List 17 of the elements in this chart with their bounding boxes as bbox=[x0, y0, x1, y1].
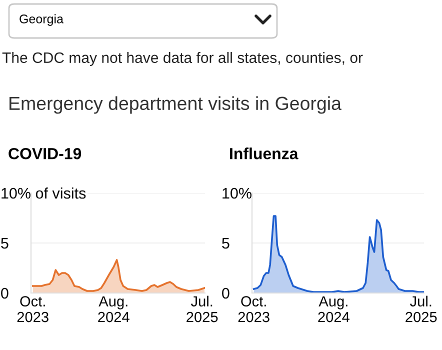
text: Emergency department visits in Georgia bbox=[10, 96, 342, 114]
y-tick-label: 10% of visits bbox=[2, 187, 86, 199]
y-tick-label: 5 bbox=[222, 238, 230, 249]
x-tick-label: Aug. 2024 bbox=[318, 296, 350, 322]
chart-title: COVID-19 bbox=[8, 148, 82, 160]
y-tick-label: 0 bbox=[222, 288, 230, 299]
x-tick-label: Oct. 2023 bbox=[238, 296, 270, 322]
x-tick-label: Jul. 2025 bbox=[406, 296, 437, 322]
x-tick-label: Jul. 2025 bbox=[186, 296, 218, 322]
text: The CDC may not have data for all states, counties, or bbox=[2, 52, 363, 66]
y-tick-label: 10% bbox=[222, 188, 252, 199]
y-tick-label: 5 bbox=[1, 238, 8, 249]
chart-title: Influenza bbox=[230, 148, 298, 160]
y-tick-label: 0 bbox=[1, 288, 8, 299]
text: Georgia bbox=[20, 14, 64, 26]
x-tick-label: Aug. 2024 bbox=[98, 296, 130, 322]
x-tick-label: Oct. 2023 bbox=[17, 296, 48, 322]
